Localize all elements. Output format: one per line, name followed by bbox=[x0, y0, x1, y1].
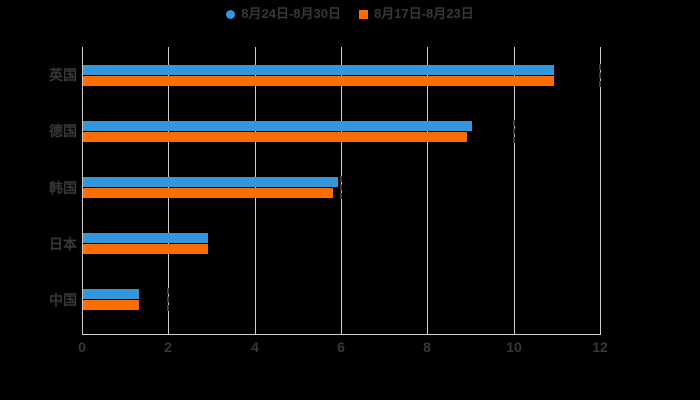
legend-item-week2[interactable]: 8月24日-8月30日 bbox=[226, 5, 341, 23]
x-tick-label: 8 bbox=[423, 339, 431, 355]
x-tick-label: 12 bbox=[592, 339, 608, 355]
gridline bbox=[514, 47, 515, 328]
axis-tick bbox=[168, 328, 169, 335]
x-tick-label: 0 bbox=[78, 339, 86, 355]
bar[interactable] bbox=[83, 64, 554, 75]
x-tick-label: 2 bbox=[164, 339, 172, 355]
axis-tick bbox=[82, 328, 83, 335]
dash-marker bbox=[513, 119, 515, 143]
bar[interactable] bbox=[83, 244, 208, 255]
axis-tick bbox=[600, 328, 601, 335]
plot-area bbox=[82, 47, 601, 335]
bar[interactable] bbox=[83, 289, 139, 300]
gridline bbox=[168, 47, 169, 328]
gridline bbox=[427, 47, 428, 328]
bar[interactable] bbox=[83, 120, 472, 131]
x-axis-line bbox=[82, 334, 601, 335]
bar[interactable] bbox=[83, 75, 554, 86]
y-category-label: 韩国 bbox=[49, 179, 77, 196]
bar[interactable] bbox=[83, 131, 467, 142]
x-tick-label: 10 bbox=[506, 339, 522, 355]
legend-item-label: 8月24日-8月30日 bbox=[241, 6, 341, 21]
y-category-label: 德国 bbox=[49, 123, 77, 140]
x-tick-label: 4 bbox=[251, 339, 259, 355]
gridline bbox=[255, 47, 256, 328]
axis-tick bbox=[514, 328, 515, 335]
bar[interactable] bbox=[83, 188, 333, 198]
legend-item-label: 8月17日-8月23日 bbox=[374, 6, 474, 21]
y-category-label: 日本 bbox=[49, 235, 77, 252]
y-category-label: 中国 bbox=[49, 291, 77, 308]
axis-tick bbox=[341, 328, 342, 335]
legend-marker-circle-icon bbox=[226, 9, 236, 19]
gridline bbox=[82, 47, 83, 328]
bar[interactable] bbox=[83, 300, 139, 311]
axis-tick bbox=[255, 328, 256, 335]
x-tick-label: 6 bbox=[337, 339, 345, 355]
dash-marker bbox=[167, 288, 169, 312]
bar[interactable] bbox=[83, 177, 338, 187]
dash-marker bbox=[599, 63, 601, 87]
dash-marker bbox=[340, 176, 342, 199]
legend: 8月24日-8月30日 8月17日-8月23日 bbox=[0, 4, 700, 24]
gridline bbox=[600, 47, 601, 328]
legend-item-week1[interactable]: 8月17日-8月23日 bbox=[359, 5, 474, 23]
bar[interactable] bbox=[83, 233, 208, 244]
axis-tick bbox=[427, 328, 428, 335]
legend-marker-square-icon bbox=[359, 9, 368, 19]
y-category-label: 英国 bbox=[49, 67, 77, 84]
